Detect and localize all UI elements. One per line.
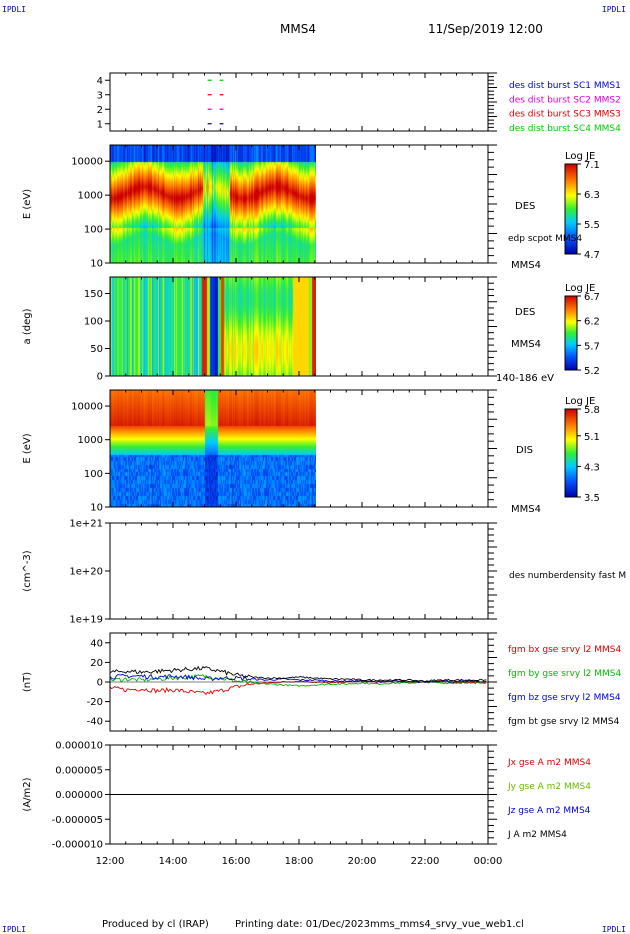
current-ylabel: (A/m2) bbox=[22, 777, 33, 811]
dis-energy-tick-label: 10 bbox=[90, 503, 103, 514]
des-pitch-spectrogram bbox=[110, 277, 316, 376]
colorbar-tick-label-3: 5.1 bbox=[584, 432, 600, 443]
dis-energy-tick-label: 10000 bbox=[71, 402, 103, 413]
des-pitch-label: DES bbox=[515, 307, 535, 318]
des-pitch-energy-range: 140-186 eV bbox=[496, 373, 554, 384]
des-energy-spectrogram bbox=[110, 145, 316, 263]
x-axis-tick-label: 16:00 bbox=[222, 856, 251, 867]
fgm-tick-label: 40 bbox=[90, 638, 103, 649]
footer-tag-left: IPDLI bbox=[2, 925, 27, 934]
des-energy-tick-label: 100 bbox=[84, 225, 103, 236]
des-energy-overlay-label: edp scpot MMS4 bbox=[508, 234, 582, 244]
colorbar-tick-label-3: 5.8 bbox=[584, 405, 600, 416]
current-tick-label: -0.000010 bbox=[52, 840, 103, 851]
burst-legend-3: des dist burst SC3 MMS3 bbox=[509, 110, 621, 120]
current-tick-label: 0.000010 bbox=[55, 741, 103, 752]
burst-legend-2: des dist burst SC2 MMS2 bbox=[509, 95, 621, 105]
x-axis-tick-label: 12:00 bbox=[96, 856, 125, 867]
colorbar-tick-label-2: 5.7 bbox=[584, 341, 600, 352]
des-energy-tick-label: 10000 bbox=[71, 157, 103, 168]
current-tick-label: 0.000005 bbox=[55, 765, 103, 776]
burst-legend-1: des dist burst SC1 MMS1 bbox=[509, 81, 621, 91]
x-axis-tick-label: 22:00 bbox=[411, 856, 440, 867]
colorbar-title-3: Log JE bbox=[565, 396, 595, 407]
fgm-tick-label: 20 bbox=[90, 658, 103, 669]
fgm-tick-label: -20 bbox=[87, 697, 103, 708]
des-pitch-tick-label: 50 bbox=[90, 344, 103, 355]
footer-printing-date: Printing date: 01/Dec/2023 bbox=[235, 919, 371, 930]
colorbar-tick-label-1: 5.5 bbox=[584, 220, 600, 231]
colorbar-2 bbox=[564, 295, 578, 371]
x-axis-tick-label: 18:00 bbox=[285, 856, 314, 867]
footer-tag-right: IPDLI bbox=[601, 925, 626, 934]
datetime-title: 11/Sep/2019 12:00 bbox=[428, 22, 543, 36]
dis-energy-sc-label: MMS4 bbox=[511, 504, 541, 515]
colorbar-tick-label-3: 4.3 bbox=[584, 462, 600, 473]
corner-tag-left: IPDLI bbox=[2, 5, 27, 14]
colorbar-tick-label-2: 6.2 bbox=[584, 317, 600, 328]
fgm-legend-4: fgm bt gse srvy l2 MMS4 bbox=[508, 717, 620, 727]
current-tick-label: 0.000000 bbox=[55, 790, 103, 801]
fgm-ylabel: (nT) bbox=[22, 672, 33, 692]
des-energy-label: DES bbox=[515, 201, 535, 212]
dis-energy-label: DIS bbox=[516, 445, 533, 456]
dis-energy-tick-label: 1000 bbox=[78, 435, 103, 446]
x-axis-tick-label: 20:00 bbox=[348, 856, 377, 867]
des-pitch-tick-label: 100 bbox=[84, 317, 103, 328]
density-label: des numberdensity fast M bbox=[509, 571, 626, 581]
dis-energy-tick-label: 100 bbox=[84, 469, 103, 480]
colorbar-tick-label-2: 6.7 bbox=[584, 292, 600, 303]
fgm-legend-3: fgm bz gse srvy l2 MMS4 bbox=[508, 693, 621, 703]
burst-tick-label: 4 bbox=[97, 76, 103, 87]
fgm-series-4 bbox=[109, 665, 487, 683]
des-energy-sc-label: MMS4 bbox=[511, 260, 541, 271]
des-pitch-sublabel: MMS4 bbox=[511, 339, 541, 350]
colorbar-tick-label-1: 6.3 bbox=[584, 190, 600, 201]
panel-frame-5 bbox=[109, 522, 489, 620]
density-ylabel: (cm^-3) bbox=[22, 550, 33, 591]
current-legend-2: Jy gse A m2 MMS4 bbox=[507, 782, 591, 792]
fgm-legend-2: fgm by gse srvy l2 MMS4 bbox=[508, 669, 621, 679]
current-tick-label: -0.000005 bbox=[52, 815, 103, 826]
fgm-tick-label: -40 bbox=[87, 717, 103, 728]
des-pitch-tick-label: 0 bbox=[97, 372, 103, 383]
des-energy-tick-label: 1000 bbox=[78, 191, 103, 202]
colorbar-tick-label-1: 4.7 bbox=[584, 250, 600, 261]
x-axis-tick-label: 00:00 bbox=[474, 856, 503, 867]
current-legend-4: J A m2 MMS4 bbox=[507, 830, 567, 840]
density-tick-label: 1e+21 bbox=[69, 519, 103, 530]
colorbar-title-2: Log JE bbox=[565, 283, 595, 294]
colorbar-tick-label-1: 7.1 bbox=[584, 160, 600, 171]
des-pitch-tick-label: 150 bbox=[84, 289, 103, 300]
fgm-legend-1: fgm bx gse srvy l2 MMS4 bbox=[508, 645, 621, 655]
current-legend-1: Jx gse A m2 MMS4 bbox=[507, 758, 591, 768]
x-axis-tick-label: 14:00 bbox=[159, 856, 188, 867]
density-tick-label: 1e+19 bbox=[69, 615, 103, 626]
colorbar-3 bbox=[564, 408, 578, 498]
des-pitch-ylabel: a (deg) bbox=[22, 308, 33, 344]
footer-filename: mms_mms4_srvy_vue_web1.cl bbox=[370, 919, 524, 930]
dis-energy-spectrogram bbox=[110, 390, 316, 507]
corner-tag-right: IPDLI bbox=[601, 5, 626, 14]
burst-legend-4: des dist burst SC4 MMS4 bbox=[509, 124, 621, 134]
burst-tick-label: 3 bbox=[97, 90, 103, 101]
dis-energy-ylabel: E (eV) bbox=[22, 433, 33, 463]
burst-tick-label: 1 bbox=[97, 119, 103, 130]
footer-produced-by: Produced by cl (IRAP) bbox=[102, 919, 209, 930]
colorbar-title-1: Log JE bbox=[565, 151, 595, 162]
density-tick-label: 1e+20 bbox=[69, 567, 103, 578]
des-energy-tick-label: 10 bbox=[90, 259, 103, 270]
spacecraft-title: MMS4 bbox=[280, 22, 316, 36]
current-legend-3: Jz gse A m2 MMS4 bbox=[507, 806, 591, 816]
des-energy-ylabel: E (eV) bbox=[22, 189, 33, 219]
colorbar-1 bbox=[564, 163, 578, 255]
colorbar-tick-label-2: 5.2 bbox=[584, 366, 600, 377]
fgm-tick-label: 0 bbox=[97, 678, 103, 689]
panel-frame-1 bbox=[109, 72, 489, 132]
colorbar-tick-label-3: 3.5 bbox=[584, 493, 600, 504]
burst-tick-label: 2 bbox=[97, 105, 103, 116]
